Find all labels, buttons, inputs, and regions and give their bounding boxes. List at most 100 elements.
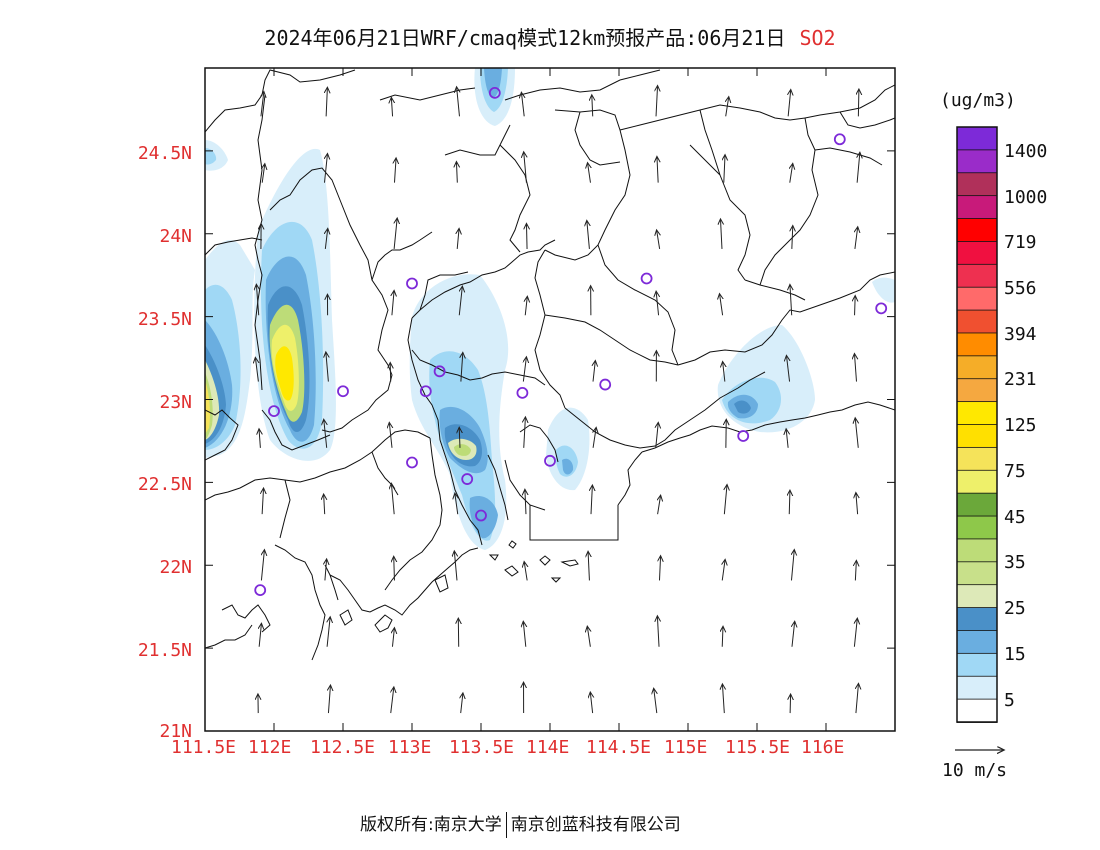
wind-arrow xyxy=(654,689,657,714)
wind-arrow xyxy=(587,627,590,647)
administrative-boundaries xyxy=(205,69,895,661)
colorbar-label: 15 xyxy=(1004,644,1026,665)
wind-arrow xyxy=(523,358,526,382)
colorbar-swatch xyxy=(956,675,998,701)
lon-label: 113E xyxy=(388,737,432,758)
wind-arrow xyxy=(855,561,856,581)
wind-arrow xyxy=(723,362,725,382)
station-marker xyxy=(461,473,474,485)
company-name: 南京创蓝科技有限公司 xyxy=(510,815,681,835)
wind-arrow xyxy=(391,484,394,515)
wind-arrow xyxy=(326,88,327,117)
wind-arrow xyxy=(324,154,327,183)
wind-arrow xyxy=(722,685,724,714)
wind-arrow xyxy=(456,163,457,183)
lat-label: 21.5N xyxy=(137,640,192,661)
colorbar-label: 1000 xyxy=(1004,187,1048,208)
wind-arrow xyxy=(854,619,857,647)
wind-arrow xyxy=(261,92,264,117)
colorbar-swatch xyxy=(956,149,998,174)
wind-arrow xyxy=(259,624,261,647)
colorbar-label: 75 xyxy=(1004,461,1026,482)
station-marker xyxy=(406,456,418,469)
colorbar-swatch xyxy=(956,584,998,609)
colorbar-unit: (ug/m3) xyxy=(940,90,1016,111)
wind-arrow xyxy=(720,295,723,316)
wind-arrow xyxy=(255,358,258,382)
lon-label: 111.5E xyxy=(171,737,237,758)
wind-arrow xyxy=(391,688,394,714)
colorbar-swatch xyxy=(956,652,998,678)
colorbar-swatch xyxy=(956,446,998,472)
lon-label: 114.5E xyxy=(586,737,652,758)
lat-label: 22.5N xyxy=(137,474,192,495)
station-marker xyxy=(875,302,888,315)
wind-arrow xyxy=(524,562,527,581)
lon-label: 115E xyxy=(664,737,708,758)
colorbar-swatch xyxy=(956,630,998,655)
wind-arrow xyxy=(259,430,260,448)
wind-arrow xyxy=(325,229,327,250)
wind-arrow xyxy=(659,557,660,581)
wind-arrow xyxy=(392,629,394,647)
colorbar-swatch xyxy=(956,355,998,380)
colorbar-swatch xyxy=(956,492,998,517)
wind-arrow xyxy=(262,489,263,515)
wind-arrow xyxy=(592,96,593,117)
wind-arrow xyxy=(790,285,792,316)
wind-arrow xyxy=(262,165,264,183)
station-marker xyxy=(544,454,556,467)
wind-arrow xyxy=(261,551,264,581)
station-marker xyxy=(488,86,501,99)
colorbar-swatch xyxy=(956,378,998,403)
colorbar-swatch xyxy=(956,424,998,449)
station-marker xyxy=(254,584,267,597)
colorbar-swatch xyxy=(956,401,998,426)
colorbar-label: 35 xyxy=(1004,552,1026,573)
wind-arrow xyxy=(391,98,392,117)
colorbar-swatch xyxy=(956,332,998,357)
lon-label: 112.5E xyxy=(310,737,376,758)
wind-arrow xyxy=(721,220,722,249)
colorbar-label: 231 xyxy=(1004,369,1037,390)
station-marker xyxy=(406,277,418,290)
footer-divider xyxy=(505,812,507,838)
station-marker xyxy=(640,272,653,285)
wind-arrow xyxy=(326,353,328,382)
wind-arrow xyxy=(656,87,657,117)
wind-arrow xyxy=(856,493,858,515)
wind-arrow xyxy=(656,423,658,448)
wind-key-label: 10 m/s xyxy=(942,760,1008,781)
colorbar-swatch xyxy=(956,309,998,334)
wind-vectors xyxy=(255,87,859,714)
wind-arrow xyxy=(857,153,860,183)
wind-arrow xyxy=(525,297,527,316)
station-marker xyxy=(599,378,612,391)
title-text: 2024年06月21日WRF/cmaq模式12km预报产品:06月21日 xyxy=(264,26,786,50)
station-marker xyxy=(337,385,349,398)
wind-arrow xyxy=(394,557,395,581)
wind-arrow xyxy=(523,622,525,647)
lat-label: 21N xyxy=(159,721,192,742)
wind-arrow xyxy=(461,353,463,382)
wind-arrow xyxy=(724,156,725,183)
lat-label: 24N xyxy=(159,226,192,247)
wind-arrow xyxy=(855,297,856,316)
colorbar-swatch xyxy=(956,172,998,197)
colorbar-swatch xyxy=(956,515,998,540)
wind-arrow xyxy=(524,418,526,448)
wind-arrow xyxy=(526,224,527,249)
lon-label: 115.5E xyxy=(725,737,791,758)
lat-label: 23N xyxy=(159,392,192,413)
wind-arrow xyxy=(787,356,790,382)
wind-arrow xyxy=(457,88,460,117)
wind-arrow xyxy=(256,285,258,316)
lon-label: 114E xyxy=(526,737,570,758)
wind-arrow xyxy=(855,355,857,382)
colorbar-label: 1400 xyxy=(1004,141,1048,162)
wind-arrow xyxy=(591,486,592,515)
wind-arrow xyxy=(389,423,392,448)
colorbar-swatch xyxy=(956,195,998,220)
wind-arrow xyxy=(392,291,394,316)
colorbar-swatch xyxy=(956,607,998,632)
